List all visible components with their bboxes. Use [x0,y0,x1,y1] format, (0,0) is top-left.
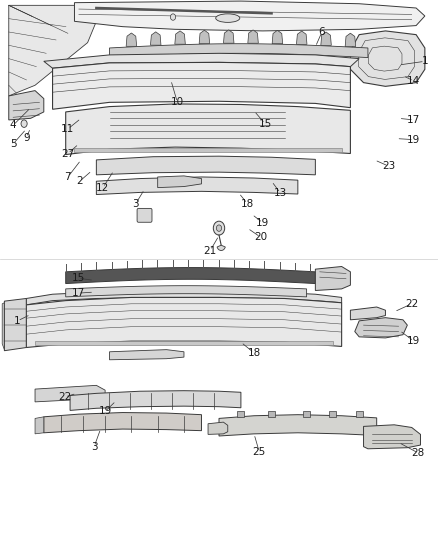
Text: 7: 7 [64,172,71,182]
Polygon shape [35,385,105,402]
Text: 3: 3 [91,442,98,451]
Text: 15: 15 [258,119,272,128]
Text: 22: 22 [405,299,418,309]
Polygon shape [364,425,420,449]
Polygon shape [175,31,185,44]
Text: 5: 5 [10,139,17,149]
Bar [303,411,310,417]
Wedge shape [217,245,225,251]
Polygon shape [297,31,307,44]
Ellipse shape [216,14,240,22]
Polygon shape [199,30,210,44]
Bar [268,411,275,417]
Polygon shape [26,291,342,305]
Text: 19: 19 [99,407,112,416]
Polygon shape [315,266,350,290]
Text: 9: 9 [23,133,30,142]
Text: 18: 18 [247,348,261,358]
Polygon shape [110,350,184,360]
Text: 22: 22 [58,392,71,402]
Text: 14: 14 [407,76,420,86]
Polygon shape [345,33,356,46]
Text: 13: 13 [274,188,287,198]
Text: 23: 23 [382,161,396,171]
Text: 1: 1 [421,56,428,66]
Polygon shape [96,156,315,175]
Bar [35,341,333,345]
Polygon shape [350,307,385,320]
Text: 11: 11 [61,124,74,134]
Text: 19: 19 [256,218,269,228]
Polygon shape [110,44,368,58]
Text: 27: 27 [61,149,74,158]
Text: 17: 17 [407,115,420,125]
Polygon shape [44,53,359,68]
Polygon shape [70,391,241,410]
Polygon shape [272,30,283,44]
Text: 19: 19 [407,336,420,346]
Circle shape [170,14,176,20]
Text: 6: 6 [318,27,325,37]
Polygon shape [74,1,425,31]
Bar [329,411,336,417]
Polygon shape [126,33,137,46]
Text: 10: 10 [171,98,184,107]
Polygon shape [158,176,201,188]
Text: 17: 17 [71,288,85,298]
Polygon shape [66,104,350,155]
Polygon shape [35,417,44,434]
Text: 20: 20 [254,232,267,242]
Bar [356,411,363,417]
Circle shape [213,221,225,235]
Text: 21: 21 [204,246,217,255]
Polygon shape [9,91,44,120]
Text: 2: 2 [76,176,83,186]
FancyBboxPatch shape [137,208,152,222]
Polygon shape [53,62,350,109]
Text: 3: 3 [132,199,139,208]
Text: 18: 18 [241,199,254,208]
Polygon shape [9,5,96,96]
Text: 1: 1 [14,316,21,326]
Polygon shape [66,286,307,297]
Circle shape [21,120,27,127]
Text: 15: 15 [71,273,85,283]
Polygon shape [26,297,342,348]
Bar [74,148,342,152]
Bar [237,411,244,417]
Polygon shape [66,268,315,284]
Text: 4: 4 [10,120,17,130]
Text: 19: 19 [407,135,420,144]
Polygon shape [61,56,131,96]
Polygon shape [208,422,228,434]
Polygon shape [2,303,4,350]
Polygon shape [151,32,161,45]
Polygon shape [321,32,331,45]
Polygon shape [355,318,407,338]
Polygon shape [223,30,234,43]
Text: 28: 28 [412,448,425,458]
Circle shape [216,225,222,231]
Polygon shape [96,177,298,195]
Text: 25: 25 [253,447,266,457]
Polygon shape [248,30,258,43]
Polygon shape [219,415,377,436]
Text: 12: 12 [96,183,110,192]
Polygon shape [350,31,425,86]
Polygon shape [44,413,201,433]
Polygon shape [4,298,26,351]
